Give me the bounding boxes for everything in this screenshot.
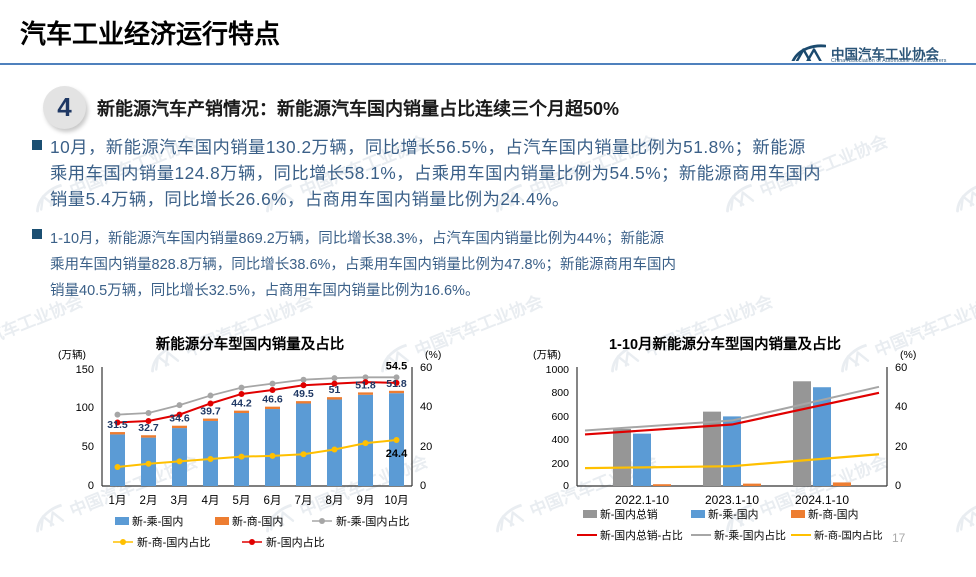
svg-text:20: 20 <box>895 441 907 453</box>
svg-text:4月: 4月 <box>202 495 220 507</box>
svg-text:新-国内占比: 新-国内占比 <box>266 535 325 549</box>
svg-text:0: 0 <box>420 480 426 492</box>
svg-text:40: 40 <box>420 401 432 413</box>
svg-text:50: 50 <box>82 441 94 453</box>
svg-text:1000: 1000 <box>546 364 570 376</box>
svg-text:0: 0 <box>563 480 569 492</box>
svg-text:2024.1-10: 2024.1-10 <box>795 493 849 507</box>
svg-text:新-商-国内占比: 新-商-国内占比 <box>814 529 883 542</box>
svg-text:9月: 9月 <box>357 495 375 507</box>
svg-text:60: 60 <box>420 362 432 374</box>
svg-text:51.8: 51.8 <box>386 378 407 390</box>
svg-text:新-乘-国内: 新-乘-国内 <box>708 507 758 521</box>
svg-text:(%): (%) <box>425 349 441 361</box>
svg-text:1-10月新能源分车型国内销量及占比: 1-10月新能源分车型国内销量及占比 <box>609 335 841 353</box>
svg-text:40: 40 <box>895 401 907 413</box>
svg-text:39.7: 39.7 <box>200 406 221 418</box>
svg-text:31.5: 31.5 <box>107 419 128 431</box>
svg-text:60: 60 <box>895 362 907 374</box>
svg-text:2023.1-10: 2023.1-10 <box>705 493 759 507</box>
svg-text:(万辆): (万辆) <box>533 348 561 361</box>
svg-text:新-商-国内: 新-商-国内 <box>808 507 858 521</box>
svg-text:34.6: 34.6 <box>169 413 190 425</box>
svg-text:800: 800 <box>551 387 569 399</box>
svg-text:(万辆): (万辆) <box>58 348 86 361</box>
svg-text:100: 100 <box>76 402 94 414</box>
svg-text:46.6: 46.6 <box>262 394 283 406</box>
svg-text:新能源分车型国内销量及占比: 新能源分车型国内销量及占比 <box>156 335 345 353</box>
svg-text:0: 0 <box>88 480 94 492</box>
svg-text:7月: 7月 <box>295 495 313 507</box>
svg-text:51: 51 <box>329 384 341 396</box>
svg-text:2022.1-10: 2022.1-10 <box>615 493 669 507</box>
svg-text:1月: 1月 <box>109 495 127 507</box>
svg-text:54.5: 54.5 <box>386 360 407 372</box>
svg-text:51.8: 51.8 <box>355 379 376 391</box>
svg-text:新-乘-国内占比: 新-乘-国内占比 <box>336 514 409 528</box>
svg-text:150: 150 <box>76 364 94 376</box>
svg-text:20: 20 <box>420 441 432 453</box>
svg-text:49.5: 49.5 <box>293 388 314 400</box>
svg-text:新-乘-国内占比: 新-乘-国内占比 <box>714 528 786 542</box>
svg-text:新-商-国内占比: 新-商-国内占比 <box>137 535 210 549</box>
svg-text:0: 0 <box>895 480 901 492</box>
svg-text:6月: 6月 <box>264 495 282 507</box>
svg-text:400: 400 <box>551 434 569 446</box>
svg-text:44.2: 44.2 <box>231 398 252 410</box>
svg-text:24.4: 24.4 <box>386 448 408 460</box>
svg-text:10月: 10月 <box>384 495 408 507</box>
svg-text:3月: 3月 <box>171 495 189 507</box>
svg-text:8月: 8月 <box>326 495 344 507</box>
svg-text:5月: 5月 <box>233 495 251 507</box>
svg-text:200: 200 <box>551 458 569 470</box>
svg-text:32.7: 32.7 <box>138 422 159 434</box>
svg-text:(%): (%) <box>900 349 916 361</box>
svg-text:600: 600 <box>551 411 569 423</box>
svg-text:新-国内总销: 新-国内总销 <box>600 507 658 521</box>
svg-text:2月: 2月 <box>140 495 158 507</box>
svg-text:新-乘-国内: 新-乘-国内 <box>132 514 183 528</box>
svg-text:新-商-国内: 新-商-国内 <box>232 514 283 528</box>
svg-text:新-国内总销-占比: 新-国内总销-占比 <box>600 528 683 542</box>
